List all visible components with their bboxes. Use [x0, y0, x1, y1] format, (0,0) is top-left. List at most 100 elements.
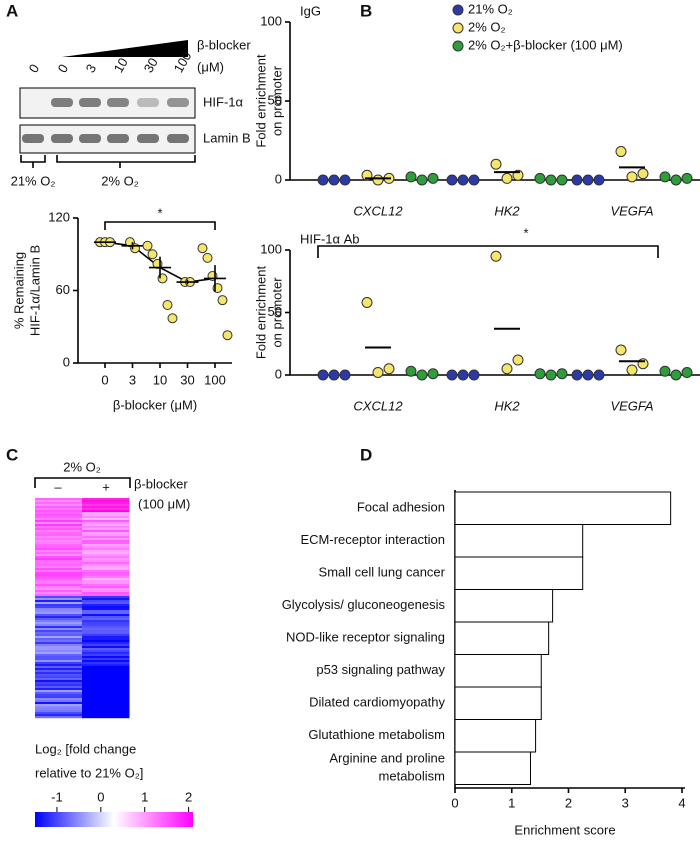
heatmap-column: –	[54, 479, 62, 494]
x-tick-label: 1	[508, 795, 515, 810]
heatmap-cell	[35, 522, 83, 525]
heatmap-cell	[82, 672, 130, 675]
heatmap-cell	[35, 706, 83, 709]
heatmap-cell	[82, 644, 130, 647]
category-label: Focal adhesion	[357, 500, 445, 515]
heatmap-cell	[82, 674, 130, 677]
significance-mark: *	[157, 205, 162, 220]
colorbar	[35, 812, 193, 827]
heatmap-cell	[35, 548, 83, 551]
heatmap-cell	[82, 596, 130, 599]
heatmap-cell	[82, 682, 130, 685]
y-tick-label: 120	[48, 209, 70, 224]
heatmap-cell	[35, 514, 83, 517]
data-point	[416, 369, 428, 381]
heatmap-cell	[35, 710, 83, 713]
blot-band	[79, 134, 101, 143]
heatmap-cell	[82, 680, 130, 683]
data-point	[405, 365, 417, 377]
heatmap-cell	[35, 550, 83, 553]
heatmap-cell	[35, 656, 83, 659]
heatmap-cell	[82, 628, 130, 631]
heatmap-cell	[82, 566, 130, 569]
legend-swatch	[452, 4, 464, 16]
heatmap-treatment: (100 μM)	[138, 496, 190, 511]
legend-label: 2% O₂	[468, 19, 506, 34]
data-point	[339, 174, 351, 186]
heatmap-cell	[35, 590, 83, 593]
heatmap-cell	[82, 640, 130, 643]
data-point	[490, 250, 502, 262]
heatmap-cell	[82, 684, 130, 687]
heatmap-cell	[82, 704, 130, 707]
heatmap-cell	[82, 556, 130, 559]
heatmap-cell	[35, 674, 83, 677]
heatmap-cell	[35, 534, 83, 537]
heatmap-cell	[82, 550, 130, 553]
x-tick-label: VEGFA	[610, 398, 653, 413]
heatmap-cell	[82, 532, 130, 535]
heatmap-cell	[82, 520, 130, 523]
heatmap-cell	[35, 692, 83, 695]
colorbar-tick-label: 0	[97, 789, 104, 804]
heatmap-cell	[35, 564, 83, 567]
data-point	[457, 369, 469, 381]
heatmap-cell	[35, 664, 83, 667]
bar	[454, 491, 672, 525]
heatmap-cell	[35, 620, 83, 623]
heatmap-cell	[82, 708, 130, 711]
heatmap-cell	[35, 690, 83, 693]
x-tick-label: 4	[678, 795, 685, 810]
data-point	[197, 243, 208, 254]
data-point	[446, 369, 458, 381]
blot-band	[51, 98, 73, 107]
category-label: Dilated cardiomyopathy	[309, 695, 445, 710]
panel-label: D	[360, 445, 372, 464]
data-point	[534, 368, 546, 380]
legend-swatch	[452, 22, 464, 34]
heatmap-cell	[35, 650, 83, 653]
heatmap-cell	[35, 658, 83, 661]
y-tick-label: 0	[275, 171, 282, 186]
heatmap-cell	[82, 588, 130, 591]
heatmap-cell	[82, 546, 130, 549]
heatmap-cell	[35, 684, 83, 687]
heatmap-treatment: β-blocker	[134, 476, 188, 491]
heatmap-cell	[82, 626, 130, 629]
x-tick-label: HK2	[494, 203, 520, 218]
data-point	[339, 369, 351, 381]
x-tick-label: 30	[180, 372, 194, 387]
heatmap-cell	[35, 694, 83, 697]
heatmap-cell	[82, 706, 130, 709]
bar	[454, 621, 550, 655]
heatmap-cell	[82, 580, 130, 583]
heatmap-cell	[82, 508, 130, 511]
heatmap-condition: 2% O₂	[63, 459, 101, 474]
condition-label: 21% O₂	[11, 173, 56, 188]
heatmap-cell	[82, 620, 130, 623]
y-axis-label: Fold enrichment	[253, 54, 268, 148]
data-point	[571, 369, 583, 381]
heatmap-column: +	[102, 479, 110, 494]
heatmap-cell	[35, 602, 83, 605]
heatmap-cell	[35, 526, 83, 529]
condition-label: 2% O₂	[101, 173, 139, 188]
heatmap-cell	[82, 646, 130, 649]
category-label: Glycolysis/ gluconeogenesis	[282, 597, 446, 612]
heatmap-cell	[35, 502, 83, 505]
heatmap-cell	[35, 562, 83, 565]
heatmap-cell	[82, 664, 130, 667]
heatmap-cell	[82, 558, 130, 561]
heatmap-cell	[35, 642, 83, 645]
heatmap-cell	[82, 668, 130, 671]
heatmap-cell	[35, 716, 83, 719]
heatmap-cell	[35, 578, 83, 581]
heatmap-cell	[82, 512, 130, 515]
data-point	[501, 363, 513, 375]
blot-band	[51, 134, 73, 143]
heatmap-cell	[82, 576, 130, 579]
heatmap-cell	[82, 642, 130, 645]
data-point	[615, 344, 627, 356]
heatmap-cell	[35, 580, 83, 583]
heatmap-cell	[82, 648, 130, 651]
